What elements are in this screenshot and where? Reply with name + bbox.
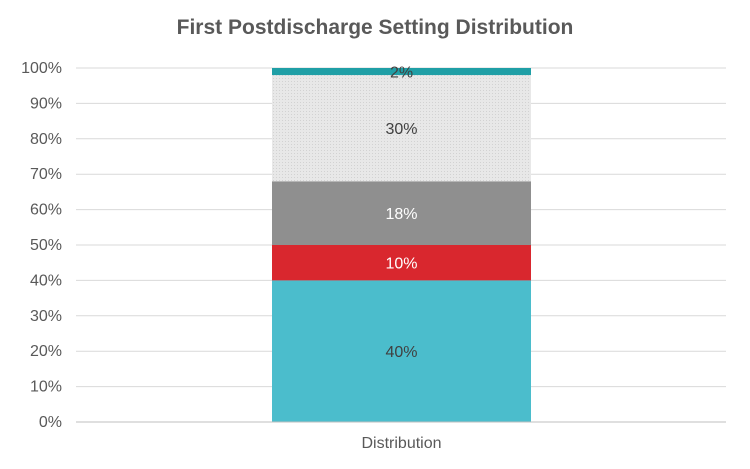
- bar-stack: [272, 68, 531, 422]
- bar-segment: [272, 68, 531, 76]
- y-tick-label: 40%: [30, 272, 62, 289]
- chart-title: First Postdischarge Setting Distribution: [176, 16, 574, 39]
- bar-segment: [272, 280, 531, 422]
- y-tick-label: 50%: [30, 237, 62, 254]
- data-label: 2%: [390, 65, 413, 82]
- y-tick-label: 90%: [30, 95, 62, 112]
- data-labels: 40% 10% 18% 30% 2%: [385, 65, 417, 362]
- y-tick-label: 30%: [30, 308, 62, 325]
- axes: 0% 10% 20% 30% 40% 50% 60% 70% 80% 90% 100% Distrib…: [21, 60, 726, 452]
- y-tick-label: 20%: [30, 343, 62, 360]
- y-tick-label: 70%: [30, 166, 62, 183]
- bar-segment: [272, 181, 531, 245]
- data-label: 40%: [385, 344, 417, 361]
- data-label: 10%: [385, 256, 417, 273]
- bar-segment: [272, 75, 531, 182]
- y-tick-label: 60%: [30, 202, 62, 219]
- y-tick-label: 100%: [21, 60, 62, 77]
- y-tick-label: 80%: [30, 131, 62, 148]
- x-tick-label: Distribution: [361, 435, 441, 452]
- y-tick-label: 0%: [39, 414, 62, 431]
- data-label: 30%: [385, 121, 417, 138]
- bar-segment: [272, 245, 531, 281]
- y-tick-label: 10%: [30, 379, 62, 396]
- data-label: 18%: [385, 206, 417, 223]
